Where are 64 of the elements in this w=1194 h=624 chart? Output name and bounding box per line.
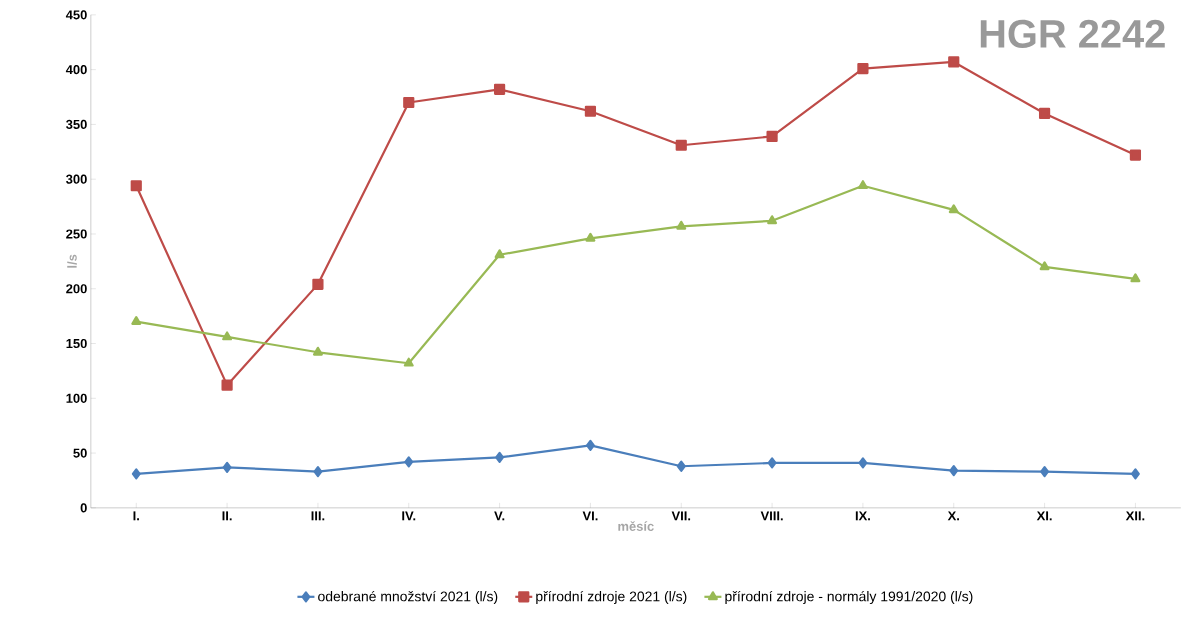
x-tick-label: I. [133,511,139,521]
point [858,457,868,469]
y-tick-label: 300 [66,174,87,184]
x-tick-label: VI. [582,511,598,521]
point [948,56,960,68]
x-tick-label: XII. [1125,511,1145,521]
point [313,466,323,478]
point [857,62,869,75]
point [1130,273,1141,283]
point [585,439,595,452]
x-tick-label: VII. [671,511,691,521]
point [585,232,596,242]
point [767,457,777,469]
x-tick-label: IV. [402,511,416,521]
point [403,357,414,367]
y-tick-label: 450 [65,10,87,20]
y-tick-label: 100 [66,393,87,403]
x-tick-label: III. [311,511,325,521]
point [131,316,142,325]
point [1129,149,1142,161]
point [1040,466,1050,478]
x-tick-label: II. [222,511,232,521]
y-axis-title: l/s [67,254,77,268]
chart-title: HGR 2242 [980,19,1165,49]
point [1039,261,1050,271]
y-tick-label: 50 [73,448,87,458]
point [584,105,597,117]
point [403,96,415,109]
point [949,465,959,477]
point [495,451,505,464]
x-tick-label: X. [947,511,959,521]
point [312,346,323,356]
point [493,83,506,95]
y-tick-label: 250 [66,229,87,239]
point [494,249,505,259]
y-tick-label: 400 [65,65,87,75]
y-tick-label: 0 [80,503,87,513]
point [766,130,778,143]
point [221,379,233,391]
point [767,215,778,225]
point [222,331,233,341]
point [948,204,959,214]
x-tick-label: IX. [855,511,870,521]
point [857,180,868,190]
x-tick-label: V. [494,511,505,521]
legend-label: přírodní zdroje 2021 (l/s) [536,590,687,605]
point [222,461,232,473]
point [404,456,414,468]
x-tick-label: VIII. [760,511,783,521]
point [312,278,324,290]
point [675,139,687,151]
point [676,460,686,472]
point [1130,468,1140,480]
point [130,180,142,192]
y-tick-label: 200 [66,284,87,294]
y-tick-label: 150 [66,338,87,349]
point [131,468,141,480]
legend-label: přírodní zdroje - normály 1991/2020 (l/s) [725,590,973,605]
x-tick-label: XI. [1036,511,1052,521]
x-axis-title: měsíc [618,521,654,531]
legend-label: odebrané množství 2021 (l/s) [318,590,498,605]
point [676,220,687,230]
y-tick-label: 350 [66,119,87,129]
point [1038,107,1051,120]
